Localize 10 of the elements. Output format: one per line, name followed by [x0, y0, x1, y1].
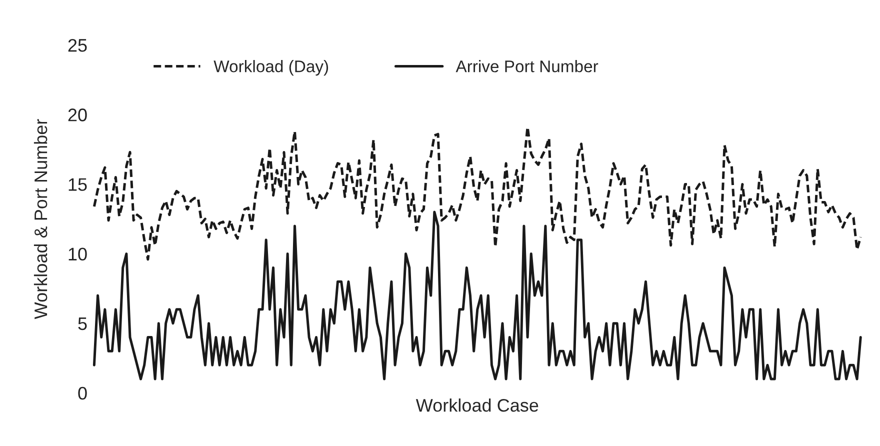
y-tick-label: 0	[78, 386, 87, 400]
y-axis-title: Workload & Port Number	[34, 119, 48, 320]
y-tick-label: 25	[68, 38, 87, 52]
y-tick-label: 15	[68, 178, 87, 191]
legend-label: Workload (Day)	[214, 60, 328, 76]
y-tick-label: 20	[68, 108, 87, 122]
y-tick-label: 10	[68, 248, 87, 260]
x-axis-title: Workload Case	[416, 398, 538, 412]
y-tick-label: 5	[78, 317, 87, 330]
legend-label: Arrive Port Number	[456, 60, 598, 72]
